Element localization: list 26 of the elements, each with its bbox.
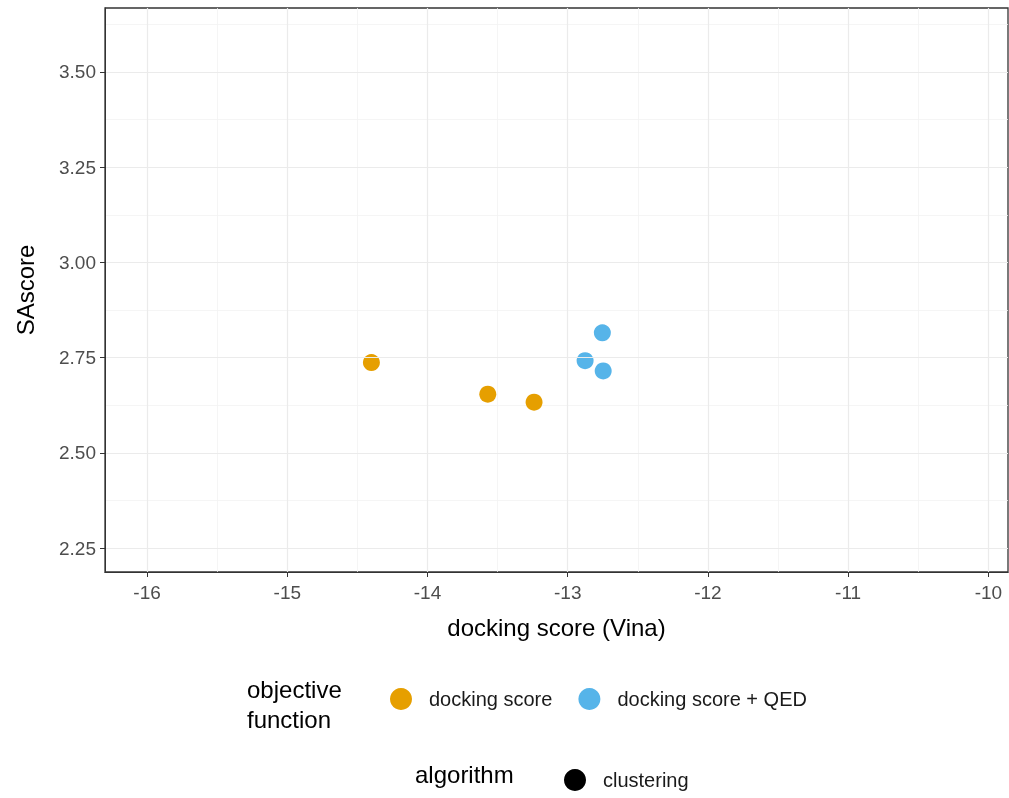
y-tick-label: 3.25	[59, 156, 96, 178]
x-axis-title: docking score (Vina)	[447, 613, 666, 641]
x-tick-label: -16	[133, 582, 161, 603]
y-tick-label: 2.25	[59, 537, 96, 559]
y-tick-label: 3.00	[59, 251, 96, 273]
point	[362, 354, 380, 372]
x-tick-label: -15	[273, 582, 302, 603]
legend-label: docking score	[429, 688, 553, 710]
point	[594, 362, 612, 380]
legend-title: objective function	[247, 675, 342, 733]
point	[479, 385, 497, 403]
x-tick-label: -13	[553, 582, 582, 603]
y-tick-label: 2.50	[59, 442, 96, 464]
y-axis-title: SAscore	[11, 244, 39, 336]
text: algorithm	[415, 760, 514, 788]
x-tick-label: -12	[694, 582, 722, 603]
legend-label: clustering	[603, 769, 689, 791]
x-tick-label: -14	[413, 582, 442, 603]
x-tick-label: -11	[835, 582, 862, 603]
point	[525, 393, 543, 411]
x-tick-label: -10	[974, 582, 1003, 603]
y-tick-label: 3.50	[59, 61, 96, 83]
point	[593, 324, 611, 342]
point	[576, 352, 594, 370]
y-tick-label: 2.75	[59, 347, 96, 369]
legend-label: docking score + QED	[617, 688, 807, 710]
